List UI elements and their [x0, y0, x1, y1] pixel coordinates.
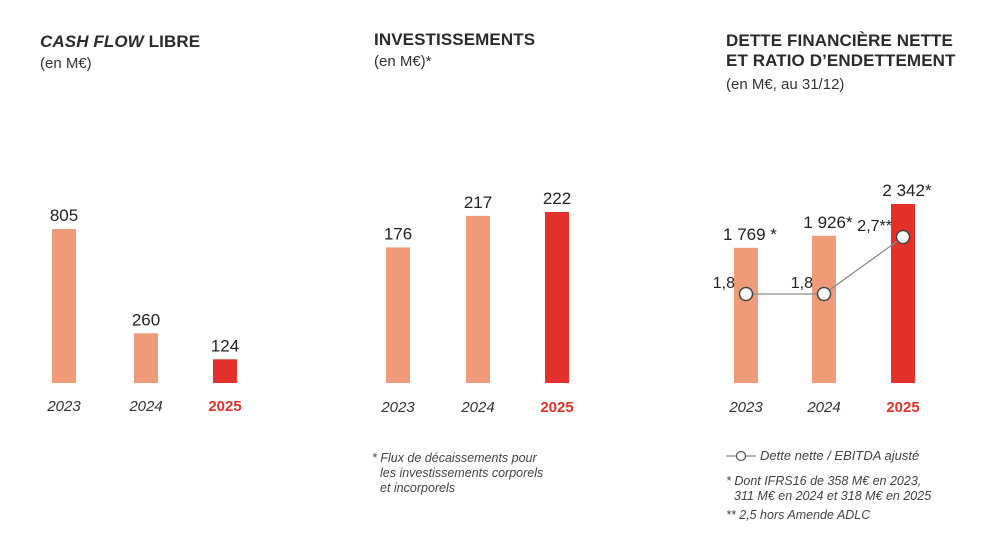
category-label: 2023 [380, 399, 415, 416]
category-label: 2025 [886, 399, 919, 416]
legend-line-marker-icon [726, 450, 756, 462]
investments-footnote-line: * Flux de décaissements pour [372, 451, 537, 465]
ratio-label: 1,8 [791, 275, 813, 292]
net-debt-title-line: ET RATIO D’ENDETTEMENT [726, 51, 956, 70]
ratio-label: 1,8 [713, 275, 735, 292]
ratio-label: 2,7** [857, 218, 892, 235]
cash-flow-panel: CASH FLOW LIBRE (en M€) 805 2023 260 2024 12… [0, 0, 330, 552]
investments-panel: INVESTISSEMENTS (en M€)* 176 2023 217 2024 2… [330, 0, 670, 552]
ratio-point [738, 286, 754, 302]
cash-flow-title-rest: LIBRE [143, 32, 201, 51]
net-debt-legend: Dette nette / EBITDA ajusté [726, 448, 919, 463]
net-debt-footnote-line: ** 2,5 hors Amende ADLC [726, 508, 871, 522]
net-debt-title-line: DETTE FINANCIÈRE NETTE [726, 31, 953, 50]
bar [134, 333, 158, 383]
category-label: 2024 [460, 399, 494, 416]
bar-value-label: 805 [50, 206, 78, 225]
bar-value-label: 260 [132, 310, 160, 329]
investments-footnote-line: les investissements corporels [380, 466, 544, 480]
bar-value-label: 1 926* [803, 213, 853, 232]
bar [466, 215, 490, 383]
net-debt-subtitle: (en M€, au 31/12) [726, 76, 845, 93]
category-label: 2024 [128, 398, 162, 415]
category-label: 2024 [806, 399, 840, 416]
investments-footnote-line: et incorporels [380, 481, 456, 495]
cash-flow-title: CASH FLOW LIBRE [40, 32, 200, 52]
bar-value-label: 176 [384, 224, 412, 243]
category-label: 2023 [728, 399, 763, 416]
bar [734, 247, 758, 383]
bar-value-label: 1 769 * [723, 225, 777, 244]
bar-value-label: 222 [543, 189, 571, 208]
investments-chart: 176 2023 217 2024 222 2025 [380, 189, 573, 416]
ratio-point [895, 229, 911, 245]
category-label: 2025 [540, 399, 573, 416]
bar [545, 212, 569, 383]
cash-flow-subtitle: (en M€) [40, 55, 92, 72]
bar-value-label: 2 342* [882, 181, 932, 200]
investments-subtitle: (en M€)* [374, 53, 432, 70]
bar-value-label: 217 [464, 193, 492, 212]
bar [386, 247, 410, 383]
category-label: 2023 [46, 398, 81, 415]
bar [52, 229, 76, 383]
net-debt-panel: DETTE FINANCIÈRE NETTE ET RATIO D’ENDETT… [670, 0, 1000, 552]
net-debt-chart: 1 769 * 2023 1 926* 2024 2 342* 2025 1,8 1,8 2,7… [713, 181, 932, 416]
cash-flow-chart: 805 2023 260 2024 124 2025 [46, 206, 241, 415]
bar-value-label: 124 [211, 336, 239, 355]
net-debt-footnote-line: 311 M€ en 2024 et 318 M€ en 2025 [734, 489, 932, 503]
net-debt-footnotes: * Dont IFRS16 de 358 M€ en 2023, 311 M€ … [726, 474, 931, 523]
category-label: 2025 [208, 398, 241, 415]
investments-title: INVESTISSEMENTS [374, 30, 536, 49]
bar [213, 359, 237, 383]
legend-line-label: Dette nette / EBITDA ajusté [760, 448, 920, 463]
investments-footnote: * Flux de décaissements pour les investi… [372, 451, 543, 496]
net-debt-footnote-line: * Dont IFRS16 de 358 M€ en 2023, [726, 474, 922, 488]
net-debt-title: DETTE FINANCIÈRE NETTE ET RATIO D’ENDETT… [726, 31, 956, 71]
cash-flow-title-emphasis: CASH FLOW [40, 32, 144, 51]
ratio-point [816, 286, 832, 302]
bar [812, 235, 836, 383]
